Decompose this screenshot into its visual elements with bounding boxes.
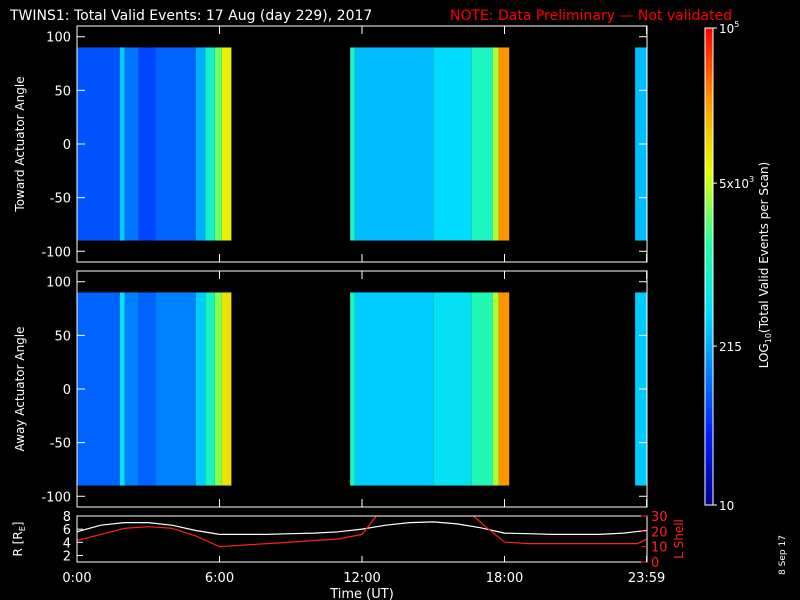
colorbar-tick-base-0: 10	[719, 22, 734, 36]
toward-heat-block-11	[433, 47, 472, 241]
toward-heat-block-5	[195, 47, 206, 241]
colorbar-tick-exp-0: 5	[734, 20, 739, 29]
away-heat-block-13	[492, 292, 499, 486]
toward-panel: 100 50 0 -50 -100 Toward Actuator Angle	[13, 25, 648, 263]
orbit-ytick-label-1: 6	[63, 523, 71, 538]
orbit-ylabel-end: ]	[11, 522, 25, 527]
toward-heat-block-9	[350, 47, 355, 241]
away-ytick-label-2: 0	[63, 383, 71, 398]
orbit-y2tick-label-0: 30	[651, 510, 668, 525]
colorbar-tick-base-1: 5x10	[719, 177, 749, 191]
away-panel: 100 50 0 -50 -100 Away Actuator Angle	[13, 270, 648, 508]
away-ytick-label-0: 100	[46, 276, 71, 291]
toward-heat-block-12	[471, 47, 493, 241]
toward-heat-block-7	[214, 47, 222, 241]
x-axis-title: Time (UT)	[329, 587, 394, 600]
away-heat-block-11	[433, 292, 472, 486]
colorbar-bar	[704, 27, 714, 506]
colorbar-tick-label-1: 5x103	[719, 175, 754, 191]
orbit-y2tick-label-1: 20	[651, 525, 668, 540]
toward-ytick-label-4: -100	[41, 245, 71, 260]
toward-heat-block-8	[221, 47, 232, 241]
orbit-y2tick-label-3: 0	[651, 556, 659, 571]
colorbar-tick-label-2: 215	[719, 340, 742, 354]
orbit-ytick-label-0: 8	[63, 510, 71, 525]
radius-line	[77, 521, 647, 536]
orbit-y2label: L Shell	[672, 519, 686, 559]
toward-ytick-label-0: 100	[46, 31, 71, 46]
toward-heat-block-10	[354, 47, 434, 241]
toward-heat-block-13	[492, 47, 499, 241]
away-ytick-label-3: -50	[50, 437, 71, 452]
toward-heat-block-2	[124, 47, 139, 241]
toward-heat-block-1	[119, 47, 125, 241]
title-main: TWINS1: Total Valid Events: 17 Aug (day …	[10, 8, 373, 24]
colorbar-tick-exp-1: 3	[749, 175, 754, 184]
away-heat-block-12	[471, 292, 493, 486]
orbit-ytick-label-2: 4	[63, 536, 71, 551]
toward-ytick-label-1: 50	[54, 84, 71, 99]
orbit-y2tick-label-2: 10	[651, 541, 668, 556]
xtick-label-0: 0:00	[62, 571, 91, 586]
toward-ytick-label-3: -50	[50, 192, 71, 207]
colorbar-tick-base-2: 215	[719, 340, 742, 354]
toward-heat-block-6	[205, 47, 215, 241]
date-stamp: 8 Sep 17	[778, 535, 788, 575]
away-heat-block-14	[498, 292, 510, 486]
xtick-label-1: 6:00	[205, 571, 234, 586]
away-heat-block-1	[119, 292, 125, 486]
away-heat-block-9	[350, 292, 355, 486]
away-ylabel: Away Actuator Angle	[13, 326, 27, 451]
lshell-line	[77, 516, 647, 548]
toward-ytick-label-2: 0	[63, 138, 71, 153]
away-ytick-label-1: 50	[54, 329, 71, 344]
toward-ylabel: Toward Actuator Angle	[13, 76, 27, 212]
orbit-plot-area	[77, 516, 647, 562]
toward-heat-block-14	[498, 47, 510, 241]
orbit-ylabel-main: R [R	[11, 531, 25, 556]
away-ytick-label-4: -100	[41, 490, 71, 505]
xtick-label-4: 23:59	[628, 571, 665, 586]
away-heat-block-4	[155, 292, 196, 486]
away-heat-block-7	[214, 292, 222, 486]
colorbar-label-main: LOG	[757, 343, 771, 368]
away-heat-block-2	[124, 292, 139, 486]
toward-heat-block-3	[138, 47, 156, 241]
toward-heat-block-4	[155, 47, 196, 241]
xtick-label-3: 18:00	[486, 571, 523, 586]
colorbar-label-sub: 10	[764, 333, 773, 343]
away-heat-block-8	[221, 292, 232, 486]
away-heat-block-10	[354, 292, 434, 486]
orbit-ylabel-sub: E	[18, 526, 27, 531]
title-note: NOTE: Data Preliminary — Not validated	[450, 8, 732, 24]
colorbar-tick-base-3: 10	[719, 499, 734, 513]
colorbar-label: LOG10(Total Valid Events per Scan)	[757, 162, 773, 369]
away-heat-block-5	[195, 292, 206, 486]
colorbar-tick-label-3: 10	[719, 499, 734, 513]
away-heat-block-6	[205, 292, 215, 486]
away-heat-block-3	[138, 292, 156, 486]
orbit-ytick-label-3: 2	[63, 549, 71, 564]
xtick-label-2: 12:00	[343, 571, 380, 586]
colorbar-label-rest: (Total Valid Events per Scan)	[757, 162, 771, 333]
orbit-ylabel: R [RE]	[11, 522, 27, 557]
colorbar-tick-label-0: 105	[719, 20, 739, 36]
